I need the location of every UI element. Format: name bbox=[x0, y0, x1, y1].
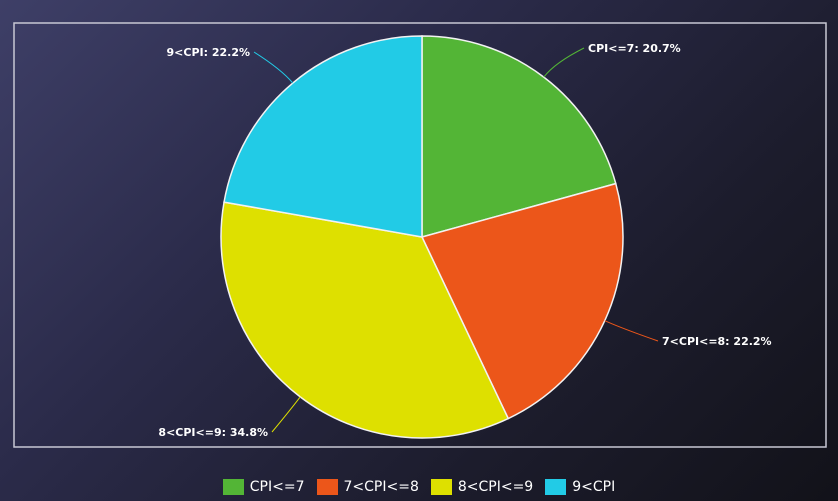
slice-labels: CPI<=7: 20.7% 7<CPI<=8: 22.2% 8<CPI<=9: 34… bbox=[158, 42, 771, 439]
leader-line-cpi-le-7 bbox=[543, 47, 585, 78]
leader-lines bbox=[253, 47, 659, 433]
legend-label: 9<CPI bbox=[572, 479, 616, 495]
legend-item-cpi-8-9[interactable]: 8<CPI<=9 bbox=[430, 479, 534, 495]
slice-label-cpi-gt-9: 9<CPI: 22.2% bbox=[167, 46, 251, 59]
leader-line-cpi-gt-9 bbox=[253, 51, 294, 84]
leader-line-cpi-8-9 bbox=[271, 396, 301, 433]
pie-slice-cpi-8-9[interactable] bbox=[220, 201, 510, 439]
pie-slice-cpi-gt-9[interactable] bbox=[223, 35, 423, 238]
pie-slice-cpi-7-8[interactable] bbox=[420, 182, 624, 420]
legend-swatch bbox=[545, 479, 567, 495]
leader-line-cpi-7-8 bbox=[604, 320, 659, 342]
plot-area-border bbox=[13, 22, 827, 448]
legend-label: 8<CPI<=9 bbox=[457, 479, 534, 495]
slice-label-cpi-8-9: 8<CPI<=9: 34.8% bbox=[158, 426, 268, 439]
legend-item-cpi-gt-9[interactable]: 9<CPI bbox=[545, 479, 615, 495]
legend-item-cpi-7-8[interactable]: 7<CPI<=8 bbox=[316, 479, 419, 495]
legend: CPI<=7 7<CPI<=8 8<CPI<=9 9<CPI bbox=[0, 473, 838, 501]
slice-label-cpi-7-8: 7<CPI<=8: 22.2% bbox=[662, 335, 772, 348]
pie-slices bbox=[220, 35, 624, 439]
legend-label: CPI<=7 bbox=[249, 479, 305, 495]
legend-item-cpi-le-7[interactable]: CPI<=7 bbox=[222, 479, 305, 495]
legend-swatch bbox=[222, 479, 244, 495]
slice-label-cpi-le-7: CPI<=7: 20.7% bbox=[588, 42, 681, 55]
legend-swatch bbox=[316, 479, 338, 495]
legend-swatch bbox=[430, 479, 452, 495]
pie-chart: CPI<=7: 20.7% 7<CPI<=8: 22.2% 8<CPI<=9: 34… bbox=[13, 22, 827, 448]
pie-slice-cpi-le-7[interactable] bbox=[421, 35, 617, 238]
legend-label: 7<CPI<=8 bbox=[343, 479, 419, 495]
